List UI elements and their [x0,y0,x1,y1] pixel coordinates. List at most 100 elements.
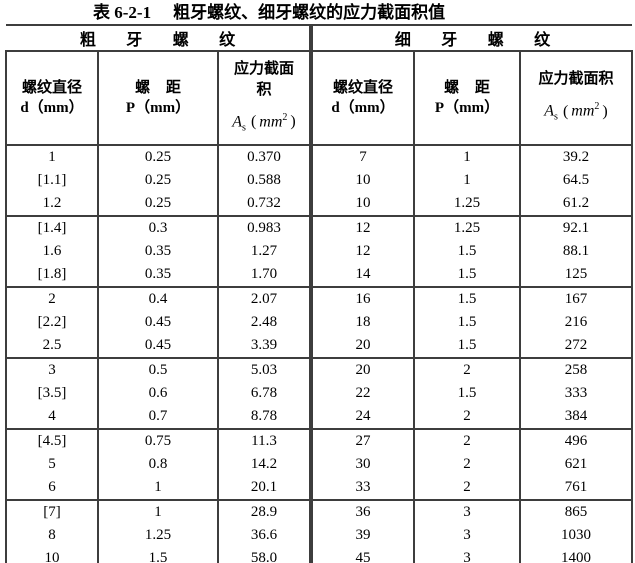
coarse-diameter-cell: 1.6 [5,240,99,263]
table-row: [2.2] 0.45 2.48 18 1.5 216 [5,311,633,334]
coarse-pitch-cell: 1.25 [97,524,219,547]
fine-diameter-cell: 33 [310,476,415,500]
coarse-pitch-cell: 0.7 [97,405,219,429]
coarse-stress-area-header-zh-line1: 应力截面 [233,59,294,77]
fine-pitch-cell: 3 [413,547,521,563]
table-row: 6 1 20.1 33 2 761 [5,476,633,500]
table-row: 5 0.8 14.2 30 2 621 [5,453,633,476]
fine-pitch-cell: 3 [413,524,521,547]
coarse-pitch-cell: 0.25 [97,169,219,192]
fine-pitch-cell: 2 [413,429,521,453]
fine-pitch-cell: 1.5 [413,240,521,263]
fine-stress-area-cell: 333 [519,382,633,405]
coarse-pitch-header-zh: 螺距 [135,79,197,96]
fine-diameter-cell: 16 [310,287,415,311]
coarse-stress-area-cell: 5.03 [217,358,313,382]
unit-exponent: 2 [282,111,288,123]
coarse-diameter-cell: 6 [5,476,99,500]
fine-diameter-cell: 36 [310,500,415,524]
coarse-pitch-header-symbol: P（mm） [125,100,191,116]
open-paren: ( [250,113,257,131]
fine-stress-area-cell: 621 [519,453,633,476]
coarse-stress-area-cell: 8.78 [217,405,313,429]
fine-stress-area-header-zh: 应力截面积 [538,70,614,88]
fine-stress-area-cell: 39.2 [519,145,633,169]
coarse-pitch-cell: 0.45 [97,334,219,358]
coarse-stress-area-cell: 2.07 [217,287,313,311]
coarse-stress-area-cell: 1.27 [217,240,313,263]
row-group: 1 0.25 0.370 7 1 39.2 [1.1] 0.25 0.588 10 1 64.5 1.2… [5,145,633,216]
fine-diameter-cell: 20 [310,358,415,382]
fine-stress-area-cell: 761 [519,476,633,500]
fine-stress-area-cell: 496 [519,429,633,453]
coarse-diameter-header-symbol: d（mm） [20,100,84,116]
fine-stress-area-header: 应力截面积 As (mm2) [519,50,633,146]
fine-pitch-cell: 2 [413,453,521,476]
fine-stress-area-cell: 125 [519,263,633,287]
table-row: 1.2 0.25 0.732 10 1.25 61.2 [5,192,633,216]
coarse-pitch-header: 螺距 P（mm） [97,50,219,146]
table-row: 2 0.4 2.07 16 1.5 167 [5,287,633,311]
open-paren: ( [562,102,569,120]
fine-pitch-cell: 2 [413,358,521,382]
fine-stress-area-cell: 1030 [519,524,633,547]
table-row: 10 1.5 58.0 45 3 1400 [5,547,633,563]
fine-diameter-cell: 12 [310,216,415,240]
coarse-diameter-cell: 3 [5,358,99,382]
fine-stress-area-cell: 64.5 [519,169,633,192]
coarse-stress-area-cell: 11.3 [217,429,313,453]
table-row: [3.5] 0.6 6.78 22 1.5 333 [5,382,633,405]
fine-pitch-cell: 1 [413,145,521,169]
fine-pitch-cell: 1.25 [413,192,521,216]
coarse-stress-area-cell: 2.48 [217,311,313,334]
fine-diameter-cell: 39 [310,524,415,547]
table-row: 8 1.25 36.6 39 3 1030 [5,524,633,547]
row-group: 3 0.5 5.03 20 2 258 [3.5] 0.6 6.78 22 1.5 333 4 0.7 8.… [5,358,633,429]
fine-stress-area-cell: 865 [519,500,633,524]
coarse-pitch-cell: 0.45 [97,311,219,334]
as-symbol: A [232,113,243,131]
as-subscript: s [242,122,246,134]
table-row: [7] 1 28.9 36 3 865 [5,500,633,524]
fine-diameter-cell: 14 [310,263,415,287]
coarse-pitch-cell: 0.4 [97,287,219,311]
coarse-diameter-cell: [1.4] [5,216,99,240]
fine-diameter-cell: 10 [310,192,415,216]
coarse-diameter-cell: 1 [5,145,99,169]
fine-stress-area-cell: 384 [519,405,633,429]
fine-thread-group-label: 细牙螺纹 [394,32,581,49]
fine-pitch-cell: 1.5 [413,311,521,334]
fine-pitch-header: 螺距 P（mm） [413,50,521,146]
coarse-stress-area-cell: 0.732 [217,192,313,216]
fine-pitch-cell: 1.25 [413,216,521,240]
coarse-diameter-cell: [2.2] [5,311,99,334]
fine-diameter-cell: 24 [310,405,415,429]
row-group: [7] 1 28.9 36 3 865 8 1.25 36.6 39 3 1030 10 1.5 58.0 4… [5,500,633,563]
coarse-pitch-cell: 0.25 [97,192,219,216]
coarse-pitch-cell: 0.6 [97,382,219,405]
fine-stress-area-formula: As (mm2) [521,96,631,128]
fine-diameter-cell: 18 [310,311,415,334]
unit-exponent: 2 [594,101,600,113]
coarse-stress-area-cell: 28.9 [217,500,313,524]
table-row: [1.4] 0.3 0.983 12 1.25 92.1 [5,216,633,240]
table-row: [4.5] 0.75 11.3 27 2 496 [5,429,633,453]
fine-stress-area-cell: 61.2 [519,192,633,216]
fine-diameter-header-zh: 螺纹直径 [332,79,393,96]
as-subscript: s [554,111,558,123]
coarse-stress-area-cell: 20.1 [217,476,313,500]
coarse-stress-area-cell: 0.588 [217,169,313,192]
fine-diameter-cell: 27 [310,429,415,453]
coarse-stress-area-cell: 0.370 [217,145,313,169]
fine-pitch-cell: 1 [413,169,521,192]
table-number: 表 6-2-1 [93,3,152,22]
thread-table: 粗牙螺纹 细牙螺纹 螺纹直径 d（mm） 螺距 P（mm） 应力截面 积 As (… [5,24,633,563]
coarse-pitch-cell: 1 [97,500,219,524]
fine-diameter-header-symbol: d（mm） [331,100,395,116]
fine-pitch-header-zh: 螺距 [444,79,506,96]
page-title: 表 6-2-1 粗牙螺纹、细牙螺纹的应力截面积值 [0,0,635,24]
fine-pitch-cell: 1.5 [413,334,521,358]
coarse-pitch-cell: 1 [97,476,219,500]
row-group: 2 0.4 2.07 16 1.5 167 [2.2] 0.45 2.48 18 1.5 216 2.5… [5,287,633,358]
